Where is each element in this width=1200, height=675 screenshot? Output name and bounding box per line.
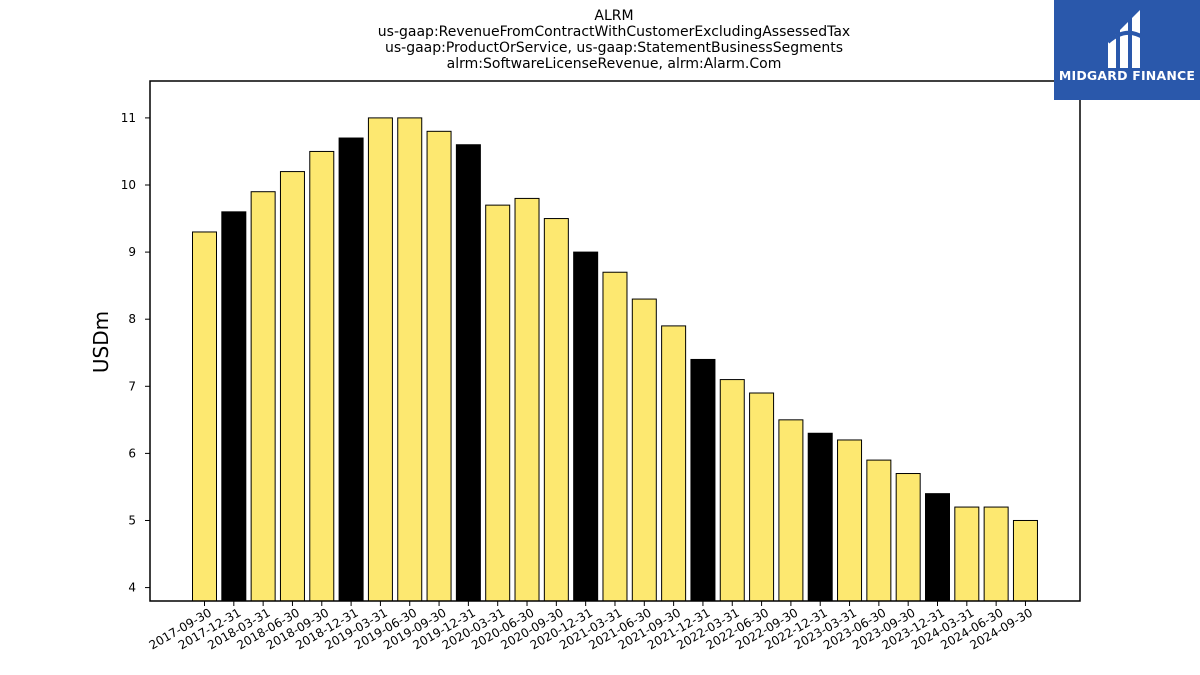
chart-title: ALRM us-gaap:RevenueFromContractWithCust…	[378, 8, 850, 72]
bar-2018-09-30	[309, 150, 335, 602]
chart-title-line: ALRM	[594, 8, 633, 24]
y-tick-label: 4	[128, 581, 136, 595]
y-tick-label: 6	[128, 446, 136, 460]
bar-2024-09-30	[1012, 519, 1038, 602]
y-tick-label: 11	[121, 111, 136, 125]
bar-2019-12-31	[455, 144, 481, 602]
bars-group	[192, 117, 1038, 602]
midgard-logo-icon	[1106, 10, 1146, 68]
chart-subtitle-line: us-gaap:ProductOrService, us-gaap:Statem…	[385, 40, 843, 56]
bar-2020-03-31	[485, 204, 511, 602]
bar-2019-06-30	[397, 117, 423, 602]
brand-name: MIDGARD FINANCE	[1058, 68, 1196, 83]
bar-2021-09-30	[661, 325, 687, 602]
bar-2024-03-31	[954, 506, 980, 602]
bar-2022-06-30	[749, 392, 775, 602]
plot-frame	[149, 80, 1081, 602]
bar-2022-12-31	[807, 432, 833, 602]
bar-2024-06-30	[983, 506, 1009, 602]
bar-2022-09-30	[778, 419, 804, 602]
y-tick-label: 9	[128, 245, 136, 259]
y-tick-label: 8	[128, 312, 136, 326]
y-tick-label: 10	[121, 178, 136, 192]
bar-2018-12-31	[338, 137, 364, 602]
midgard-finance-logo: MIDGARD FINANCE	[1054, 0, 1200, 100]
y-axis-label: USDm	[89, 311, 113, 373]
chart-subtitle-line: us-gaap:RevenueFromContractWithCustomerE…	[378, 24, 850, 40]
bar-2020-12-31	[573, 251, 599, 602]
bar-2018-03-31	[250, 191, 276, 602]
bar-2019-09-30	[426, 130, 452, 602]
bar-2017-09-30	[192, 231, 217, 602]
bar-2021-03-31	[602, 271, 628, 602]
bar-2019-03-31	[367, 117, 393, 602]
bar-2023-06-30	[866, 459, 892, 602]
x-ticks: 2017-09-302017-12-312018-03-312018-06-30…	[147, 601, 1035, 652]
bar-2020-06-30	[514, 197, 540, 602]
bar-2023-03-31	[837, 439, 863, 602]
bar-2020-09-30	[543, 218, 569, 602]
y-ticks: 4 5 6 7 8 9 10 11	[121, 111, 150, 595]
bar-2023-12-31	[925, 493, 950, 602]
bar-2021-06-30	[631, 298, 657, 602]
bar-2018-06-30	[279, 171, 305, 602]
chart-subtitle-line: alrm:SoftwareLicenseRevenue, alrm:Alarm.…	[447, 56, 782, 72]
bar-2017-12-31	[221, 211, 247, 602]
bar-2021-12-31	[690, 358, 716, 602]
bar-2023-09-30	[895, 473, 921, 602]
y-tick-label: 5	[128, 513, 136, 527]
bar-2022-03-31	[719, 379, 745, 602]
y-tick-label: 7	[128, 379, 136, 393]
